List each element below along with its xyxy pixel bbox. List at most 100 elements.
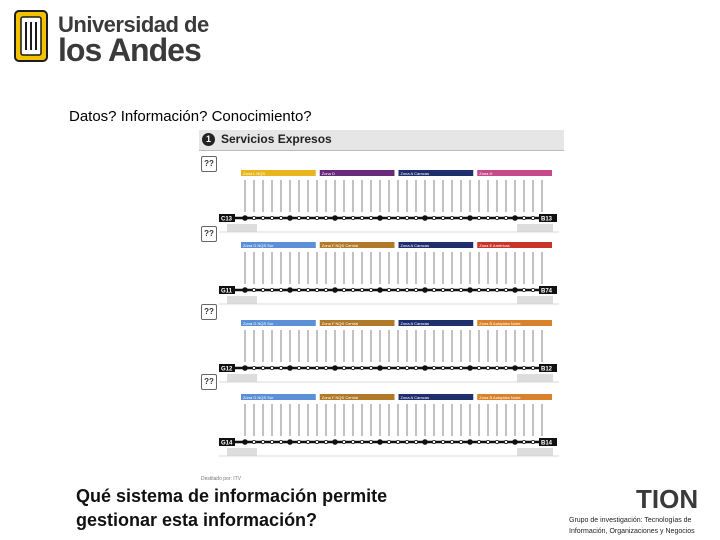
- zone-band: [319, 394, 395, 400]
- station-stop: [332, 215, 338, 221]
- station-stop: [386, 287, 391, 292]
- terminal-right: [539, 286, 557, 294]
- station-stop: [440, 365, 445, 370]
- station-stop: [512, 215, 518, 221]
- station-stop: [404, 439, 409, 444]
- station-stop: [287, 287, 293, 293]
- station-stop: [521, 439, 526, 444]
- station-stop: [467, 439, 473, 445]
- transit-route-map: 1 Servicios Expresos Zona L NQS Zona D Zon…: [199, 130, 564, 482]
- station-stop: [252, 365, 257, 370]
- station-stop: [368, 216, 373, 221]
- station-stop: [306, 216, 311, 221]
- map-header: 1 Servicios Expresos: [199, 130, 564, 151]
- station-stop: [422, 215, 428, 221]
- terminal-right-code: B14: [541, 441, 553, 447]
- station-stop: [279, 287, 284, 292]
- station-stop: [359, 439, 364, 444]
- station-stop: [359, 287, 364, 292]
- station-stop: [261, 216, 266, 221]
- station-stop: [359, 216, 364, 221]
- zone-band: [241, 394, 316, 400]
- research-group-caption: Grupo de investigación: Tecnologías de I…: [569, 515, 717, 537]
- zone-band: [398, 170, 474, 176]
- zone-label: Zona B Autopista Norte: [479, 321, 521, 326]
- station-stop: [521, 365, 526, 370]
- zone-label: Zona L NQS: [243, 171, 265, 176]
- station-stop: [377, 287, 383, 293]
- station-stop: [431, 216, 436, 221]
- station-stop: [287, 215, 293, 221]
- station-stop: [297, 287, 302, 292]
- zone-band: [477, 242, 552, 248]
- station-stop: [521, 216, 526, 221]
- question-line2: gestionar esta información?: [76, 510, 318, 530]
- station-stop: [332, 287, 338, 293]
- station-stop: [350, 439, 355, 444]
- station-stop: [494, 216, 499, 221]
- slide-question: Qué sistema de información permite gesti…: [76, 484, 387, 532]
- service-code-1: ??: [201, 156, 217, 172]
- station-stop: [395, 439, 400, 444]
- station-stop: [306, 287, 311, 292]
- station-stop: [395, 216, 400, 221]
- zone-label: Zona F NQS Central: [322, 395, 359, 400]
- schedule-block: [227, 296, 257, 304]
- station-stop: [270, 287, 275, 292]
- station-stop: [270, 439, 275, 444]
- station-stop: [467, 365, 473, 371]
- station-stop: [287, 365, 293, 371]
- station-stop: [270, 365, 275, 370]
- station-stop: [377, 215, 383, 221]
- station-stop: [503, 365, 508, 370]
- station-stop: [422, 365, 428, 371]
- station-stop: [386, 365, 391, 370]
- station-stop: [476, 216, 481, 221]
- question-line1: Qué sistema de información permite: [76, 486, 388, 506]
- station-stop: [377, 439, 383, 445]
- station-stop: [431, 439, 436, 444]
- terminal-left-code: G14: [221, 441, 233, 447]
- terminal-right: [539, 438, 557, 446]
- zone-band: [398, 320, 474, 326]
- station-stop: [530, 216, 535, 221]
- station-stop: [422, 439, 428, 445]
- station-stop: [440, 287, 445, 292]
- station-stop: [503, 287, 508, 292]
- station-stop: [395, 365, 400, 370]
- route-diagram: Zona L NQS Zona D Zona A Caracas Zona H C13 B…: [219, 170, 559, 457]
- station-stop: [476, 439, 481, 444]
- station-stop: [503, 439, 508, 444]
- zone-band: [319, 320, 395, 326]
- station-stop: [261, 439, 266, 444]
- station-stop: [242, 439, 248, 445]
- schedule-block: [227, 374, 257, 382]
- station-stop: [341, 365, 346, 370]
- zone-label: Zona G NQS Sur: [243, 321, 274, 326]
- station-stop: [377, 365, 383, 371]
- zone-label: Zona F NQS Central: [322, 321, 359, 326]
- station-stop: [404, 287, 409, 292]
- zone-band: [241, 170, 316, 176]
- station-stop: [386, 439, 391, 444]
- station-stop: [315, 365, 320, 370]
- station-stop: [458, 287, 463, 292]
- logo-text-line2: los Andes: [58, 32, 202, 68]
- zone-band: [477, 394, 552, 400]
- station-stop: [413, 365, 418, 370]
- zone-band: [241, 242, 316, 248]
- station-stop: [242, 287, 248, 293]
- station-stop: [252, 439, 257, 444]
- station-stop: [521, 287, 526, 292]
- station-stop: [530, 287, 535, 292]
- station-stop: [431, 365, 436, 370]
- zone-band: [477, 170, 552, 176]
- station-stop: [467, 287, 473, 293]
- station-stop: [359, 365, 364, 370]
- station-stop: [261, 287, 266, 292]
- station-stop: [494, 439, 499, 444]
- zone-label: Zona H: [479, 171, 492, 176]
- station-stop: [494, 365, 499, 370]
- station-stop: [332, 365, 338, 371]
- station-stop: [512, 439, 518, 445]
